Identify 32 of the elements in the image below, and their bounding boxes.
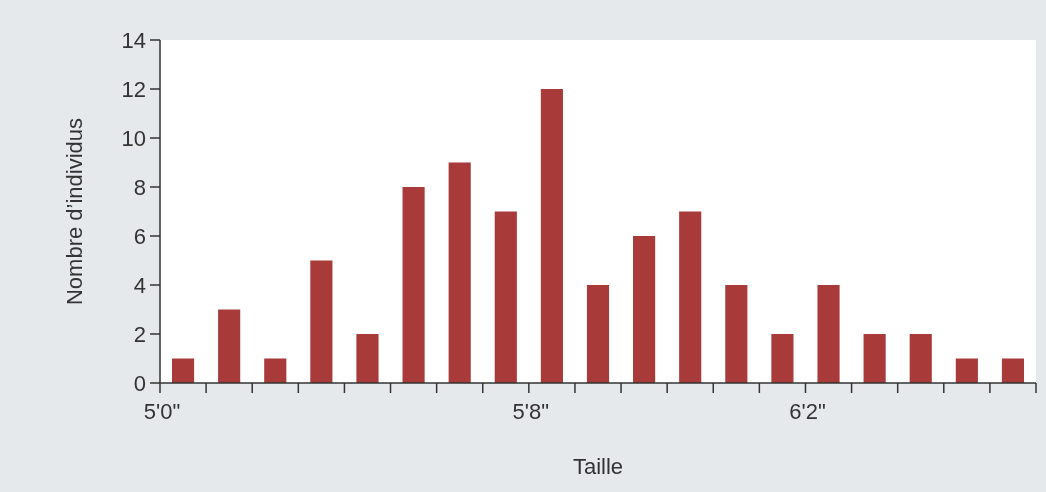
bar — [725, 285, 748, 383]
bar — [494, 211, 517, 383]
bar — [955, 358, 978, 383]
bar — [633, 236, 656, 383]
x-tick-label: 5'8" — [512, 399, 550, 424]
bar — [356, 334, 379, 383]
bar — [909, 334, 932, 383]
y-tick-label: 2 — [133, 321, 146, 347]
bar — [586, 285, 610, 383]
y-tick-label: 6 — [133, 223, 146, 249]
y-tick-label: 14 — [121, 27, 146, 53]
bar — [1001, 358, 1025, 383]
x-tick-label: 5'0" — [143, 399, 181, 424]
y-tick-label: 10 — [121, 125, 146, 151]
y-axis-title: Nombre d’individus — [62, 117, 87, 306]
bar — [402, 187, 425, 383]
bar — [540, 89, 563, 383]
x-axis-title: Taille — [572, 454, 624, 479]
bar — [171, 358, 195, 383]
bar — [264, 358, 287, 383]
bar — [771, 334, 794, 383]
x-tick-label: 6'2" — [789, 399, 826, 424]
bar — [863, 334, 886, 383]
bar — [218, 309, 241, 383]
y-tick-label: 0 — [133, 370, 146, 396]
bar — [310, 260, 333, 383]
y-tick-label: 4 — [133, 272, 146, 298]
bar — [817, 285, 840, 383]
bar — [679, 211, 702, 383]
y-tick-label: 12 — [121, 76, 146, 102]
y-tick-label: 8 — [133, 174, 146, 200]
bar — [448, 162, 471, 383]
